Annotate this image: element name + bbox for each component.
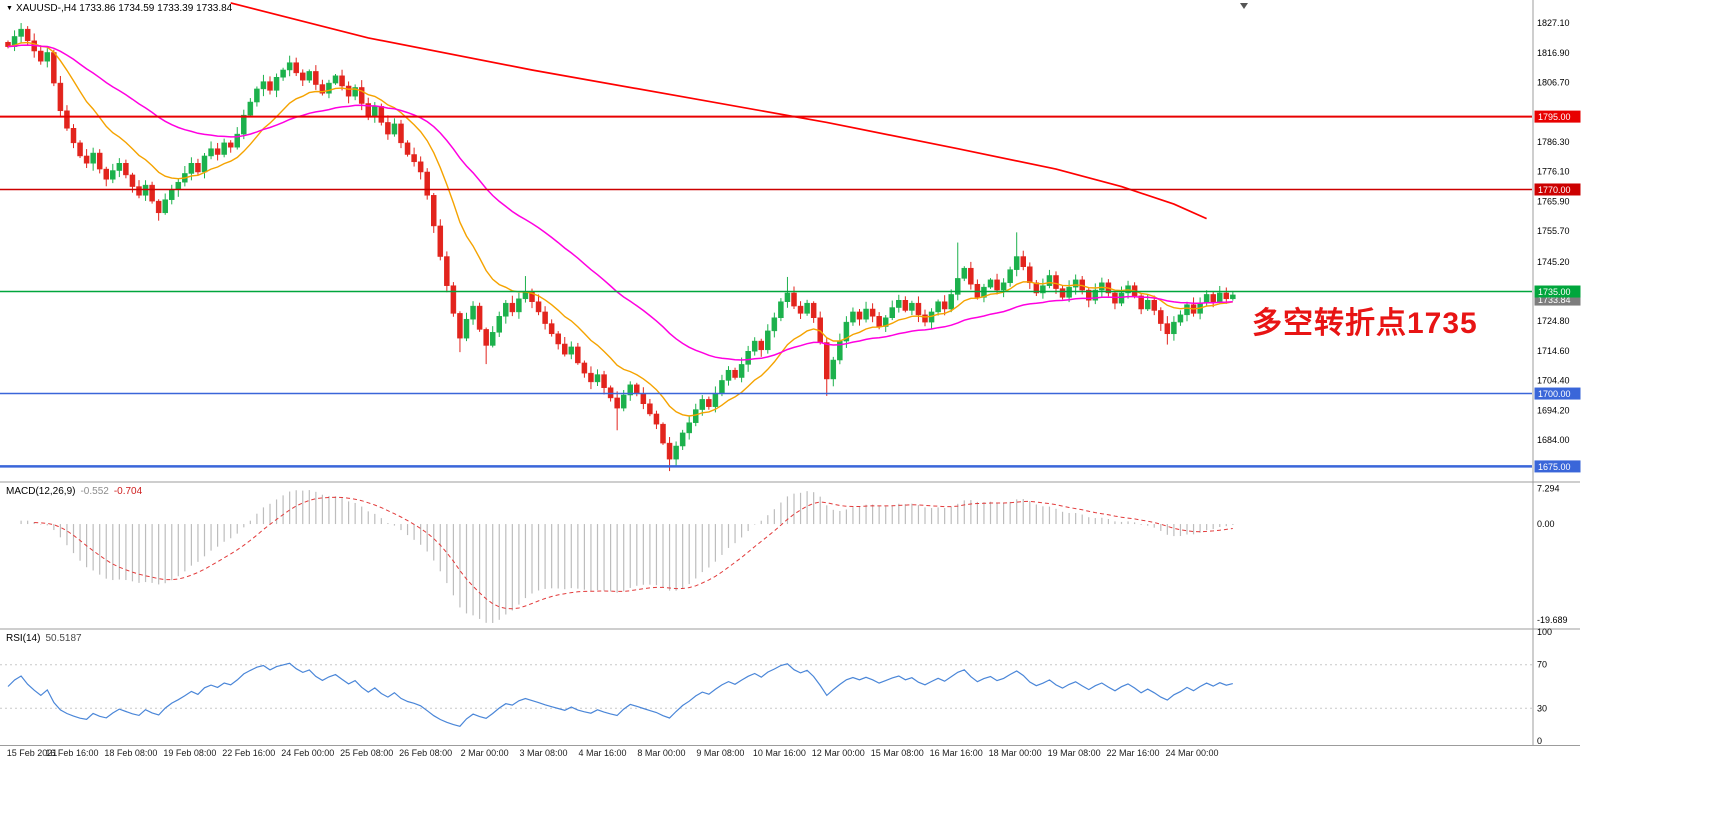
svg-text:-19.689: -19.689: [1537, 615, 1568, 625]
svg-text:1755.70: 1755.70: [1537, 226, 1570, 236]
symbol-timeframe-label: XAUUSD-,H4: [15, 3, 77, 14]
svg-text:0.00: 0.00: [1537, 519, 1555, 529]
svg-text:1735.00: 1735.00: [1538, 287, 1571, 297]
svg-text:25 Feb 08:00: 25 Feb 08:00: [340, 748, 393, 758]
svg-text:1770.00: 1770.00: [1538, 185, 1571, 195]
svg-text:15 Mar 08:00: 15 Mar 08:00: [871, 748, 924, 758]
svg-text:1675.00: 1675.00: [1538, 462, 1571, 472]
macd-name: MACD(12,26,9): [6, 486, 76, 497]
macd-signal-value: -0.704: [113, 486, 143, 497]
svg-text:1795.00: 1795.00: [1538, 112, 1571, 122]
svg-text:1816.90: 1816.90: [1537, 48, 1570, 58]
annotation-text: 多空转折点1735: [1252, 307, 1478, 340]
svg-text:22 Mar 16:00: 22 Mar 16:00: [1107, 748, 1160, 758]
svg-text:19 Mar 08:00: 19 Mar 08:00: [1048, 748, 1101, 758]
shift-marker-icon: [1240, 3, 1248, 9]
svg-text:9 Mar 08:00: 9 Mar 08:00: [696, 748, 744, 758]
svg-text:1704.40: 1704.40: [1537, 376, 1570, 386]
svg-text:24 Feb 00:00: 24 Feb 00:00: [281, 748, 334, 758]
svg-text:1827.10: 1827.10: [1537, 18, 1570, 28]
svg-text:22 Feb 16:00: 22 Feb 16:00: [222, 748, 275, 758]
svg-text:19 Feb 08:00: 19 Feb 08:00: [163, 748, 216, 758]
svg-text:15 Feb 2021: 15 Feb 2021: [7, 748, 58, 758]
svg-text:1700.00: 1700.00: [1538, 389, 1571, 399]
svg-text:30: 30: [1537, 703, 1547, 713]
candles-layer: [5, 23, 1236, 472]
rsi-indicator-label: RSI(14) 50.5187: [6, 633, 82, 645]
svg-text:1745.20: 1745.20: [1537, 257, 1570, 267]
svg-text:2 Mar 00:00: 2 Mar 00:00: [461, 748, 509, 758]
svg-text:16 Mar 16:00: 16 Mar 16:00: [930, 748, 983, 758]
svg-text:18 Mar 00:00: 18 Mar 00:00: [989, 748, 1042, 758]
moving-averages-layer: [7, 2, 1233, 417]
rsi-value: 50.5187: [45, 633, 82, 644]
svg-text:1765.90: 1765.90: [1537, 196, 1570, 206]
svg-text:18 Feb 08:00: 18 Feb 08:00: [104, 748, 157, 758]
symbol-menu-icon[interactable]: ▼: [6, 5, 13, 12]
svg-text:1786.30: 1786.30: [1537, 137, 1570, 147]
svg-text:4 Mar 16:00: 4 Mar 16:00: [578, 748, 626, 758]
svg-text:0: 0: [1537, 736, 1542, 746]
panel-separators: [0, 0, 1580, 746]
svg-text:12 Mar 00:00: 12 Mar 00:00: [812, 748, 865, 758]
svg-text:100: 100: [1537, 627, 1552, 637]
svg-text:26 Feb 08:00: 26 Feb 08:00: [399, 748, 452, 758]
rsi-name: RSI(14): [6, 633, 41, 644]
macd-value: -0.552: [80, 486, 109, 497]
svg-text:1733.84: 1733.84: [1538, 295, 1571, 305]
svg-text:16 Feb 16:00: 16 Feb 16:00: [45, 748, 98, 758]
svg-text:1694.20: 1694.20: [1537, 405, 1570, 415]
svg-text:1714.60: 1714.60: [1537, 346, 1570, 356]
chart-title: ▼ XAUUSD-,H4 1733.86 1734.59 1733.39 1733…: [6, 3, 232, 15]
price-axis[interactable]: 1827.10 1816.90 1806.70 1786.30 1776.10 1765.…: [1534, 18, 1581, 473]
rsi-panel: 100 70 30 0: [0, 627, 1552, 746]
svg-text:1806.70: 1806.70: [1537, 77, 1570, 87]
ohlc-readout: 1733.86 1734.59 1733.39 1733.84: [79, 3, 233, 14]
svg-text:7.294: 7.294: [1537, 483, 1560, 493]
svg-text:24 Mar 00:00: 24 Mar 00:00: [1165, 748, 1218, 758]
svg-text:3 Mar 08:00: 3 Mar 08:00: [520, 748, 568, 758]
macd-panel: 7.294 0.00 -19.689: [20, 483, 1568, 625]
svg-text:10 Mar 16:00: 10 Mar 16:00: [753, 748, 806, 758]
svg-text:1776.10: 1776.10: [1537, 167, 1570, 177]
svg-text:8 Mar 00:00: 8 Mar 00:00: [637, 748, 685, 758]
macd-indicator-label: MACD(12,26,9) -0.552 -0.704: [6, 486, 142, 498]
svg-text:1724.80: 1724.80: [1537, 316, 1570, 326]
svg-text:1684.00: 1684.00: [1537, 435, 1570, 445]
horizontal-lines-layer[interactable]: [0, 115, 1532, 468]
svg-text:70: 70: [1537, 660, 1547, 670]
